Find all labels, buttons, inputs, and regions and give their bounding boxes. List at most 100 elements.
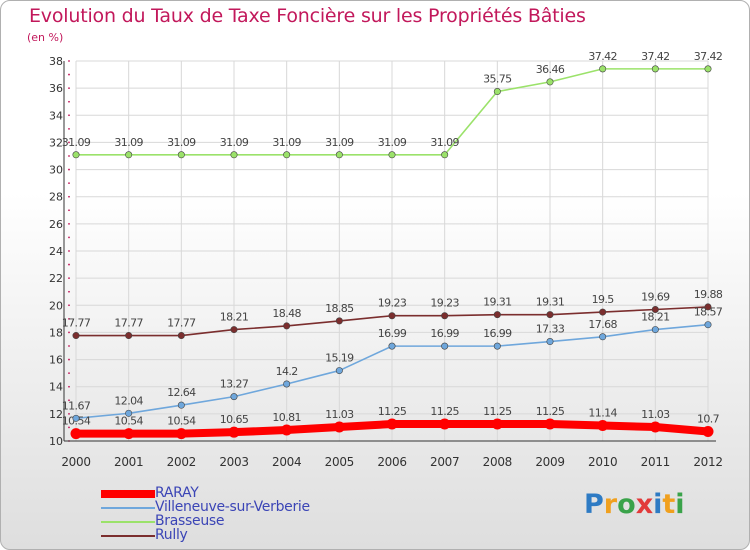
data-label: 13.27	[220, 378, 249, 391]
legend-label: Brasseuse	[155, 513, 225, 529]
y-tick-label: 30	[49, 164, 63, 177]
y-minor-tick	[68, 331, 70, 334]
data-point	[649, 421, 661, 433]
data-label: 15.19	[325, 352, 354, 365]
y-minor-tick	[68, 250, 70, 252]
legend-swatch	[101, 521, 155, 523]
data-point	[544, 418, 556, 430]
data-label: 37.42	[588, 50, 617, 63]
data-point	[651, 326, 659, 334]
data-point	[388, 151, 396, 159]
data-label: 17.77	[62, 317, 91, 330]
legend-label: Villeneuve-sur-Verberie	[155, 499, 310, 515]
y-minor-tick	[68, 182, 70, 185]
legend-label: Rully	[155, 527, 188, 543]
data-label: 18.57	[694, 306, 723, 319]
y-minor-tick	[68, 399, 70, 402]
y-tick-label: 20	[49, 299, 63, 312]
data-label: 31.09	[220, 136, 249, 149]
y-tick-label: 34	[49, 109, 63, 122]
x-tick-label: 2004	[272, 455, 301, 469]
data-point	[546, 338, 554, 346]
data-point	[177, 332, 185, 340]
data-point	[125, 409, 133, 417]
data-point	[283, 322, 291, 330]
legend-swatch	[101, 535, 155, 537]
data-point	[228, 426, 240, 438]
data-point	[335, 367, 343, 375]
y-minor-tick	[68, 277, 70, 280]
data-label: 37.42	[694, 50, 723, 63]
data-point	[546, 311, 554, 319]
x-tick-label: 2012	[693, 455, 722, 469]
data-label: 31.09	[378, 136, 407, 149]
data-point	[491, 418, 503, 430]
data-label: 10.65	[220, 413, 249, 426]
data-point	[230, 393, 238, 401]
data-label: 19.31	[536, 296, 565, 309]
data-point	[72, 414, 80, 422]
data-label: 10.54	[167, 415, 196, 428]
data-label: 18.21	[641, 311, 670, 324]
data-label: 19.69	[641, 290, 670, 303]
data-point	[125, 332, 133, 340]
data-label: 31.09	[114, 136, 143, 149]
data-point	[386, 418, 398, 430]
y-tick-label: 32	[49, 136, 63, 149]
data-point	[597, 420, 609, 432]
data-point	[441, 312, 449, 320]
data-point	[283, 380, 291, 388]
data-point	[546, 78, 554, 86]
data-point	[123, 428, 135, 440]
y-minor-tick	[68, 114, 70, 117]
data-point	[281, 424, 293, 436]
data-label: 16.99	[378, 327, 407, 340]
proxiti-logo: Proxiti	[584, 489, 685, 520]
data-point	[72, 151, 80, 159]
data-point	[175, 428, 187, 440]
logo-letter: P	[584, 489, 604, 520]
y-minor-tick	[68, 290, 70, 293]
data-label: 10.54	[114, 415, 143, 428]
data-label: 16.99	[430, 327, 459, 340]
data-point	[177, 401, 185, 409]
data-label: 31.09	[272, 136, 301, 149]
data-point	[335, 151, 343, 159]
y-minor-tick	[68, 168, 70, 171]
data-point	[704, 303, 712, 311]
data-label: 10.7	[697, 413, 720, 426]
data-label: 19.88	[694, 288, 723, 301]
x-tick-label: 2008	[483, 455, 512, 469]
data-label: 31.09	[167, 136, 196, 149]
data-point	[125, 151, 133, 159]
data-point	[651, 65, 659, 73]
data-point	[493, 342, 501, 350]
logo-letter: o	[617, 489, 636, 520]
logo-letter: i	[675, 489, 685, 520]
y-tick-label: 36	[49, 82, 63, 95]
data-label: 11.25	[378, 405, 407, 418]
legend-swatch	[101, 490, 155, 498]
x-tick-label: 2011	[641, 455, 670, 469]
data-label: 17.33	[536, 323, 565, 336]
y-minor-tick	[68, 73, 70, 76]
data-point	[599, 308, 607, 316]
y-tick-label: 38	[49, 55, 63, 68]
data-point	[335, 317, 343, 325]
data-point	[704, 65, 712, 73]
data-point	[388, 342, 396, 350]
data-point	[441, 151, 449, 159]
y-minor-tick	[68, 236, 70, 239]
data-label: 11.25	[483, 405, 512, 418]
y-minor-tick	[68, 263, 70, 266]
data-label: 19.5	[592, 293, 615, 306]
data-label: 11.03	[641, 408, 670, 421]
x-tick-label: 2002	[167, 455, 196, 469]
logo-letter: x	[635, 489, 654, 520]
y-minor-tick	[68, 358, 70, 361]
data-label: 11.25	[430, 405, 459, 418]
data-point	[70, 428, 82, 440]
legend-label: RARAY	[155, 485, 199, 501]
x-tick-label: 2006	[377, 455, 406, 469]
